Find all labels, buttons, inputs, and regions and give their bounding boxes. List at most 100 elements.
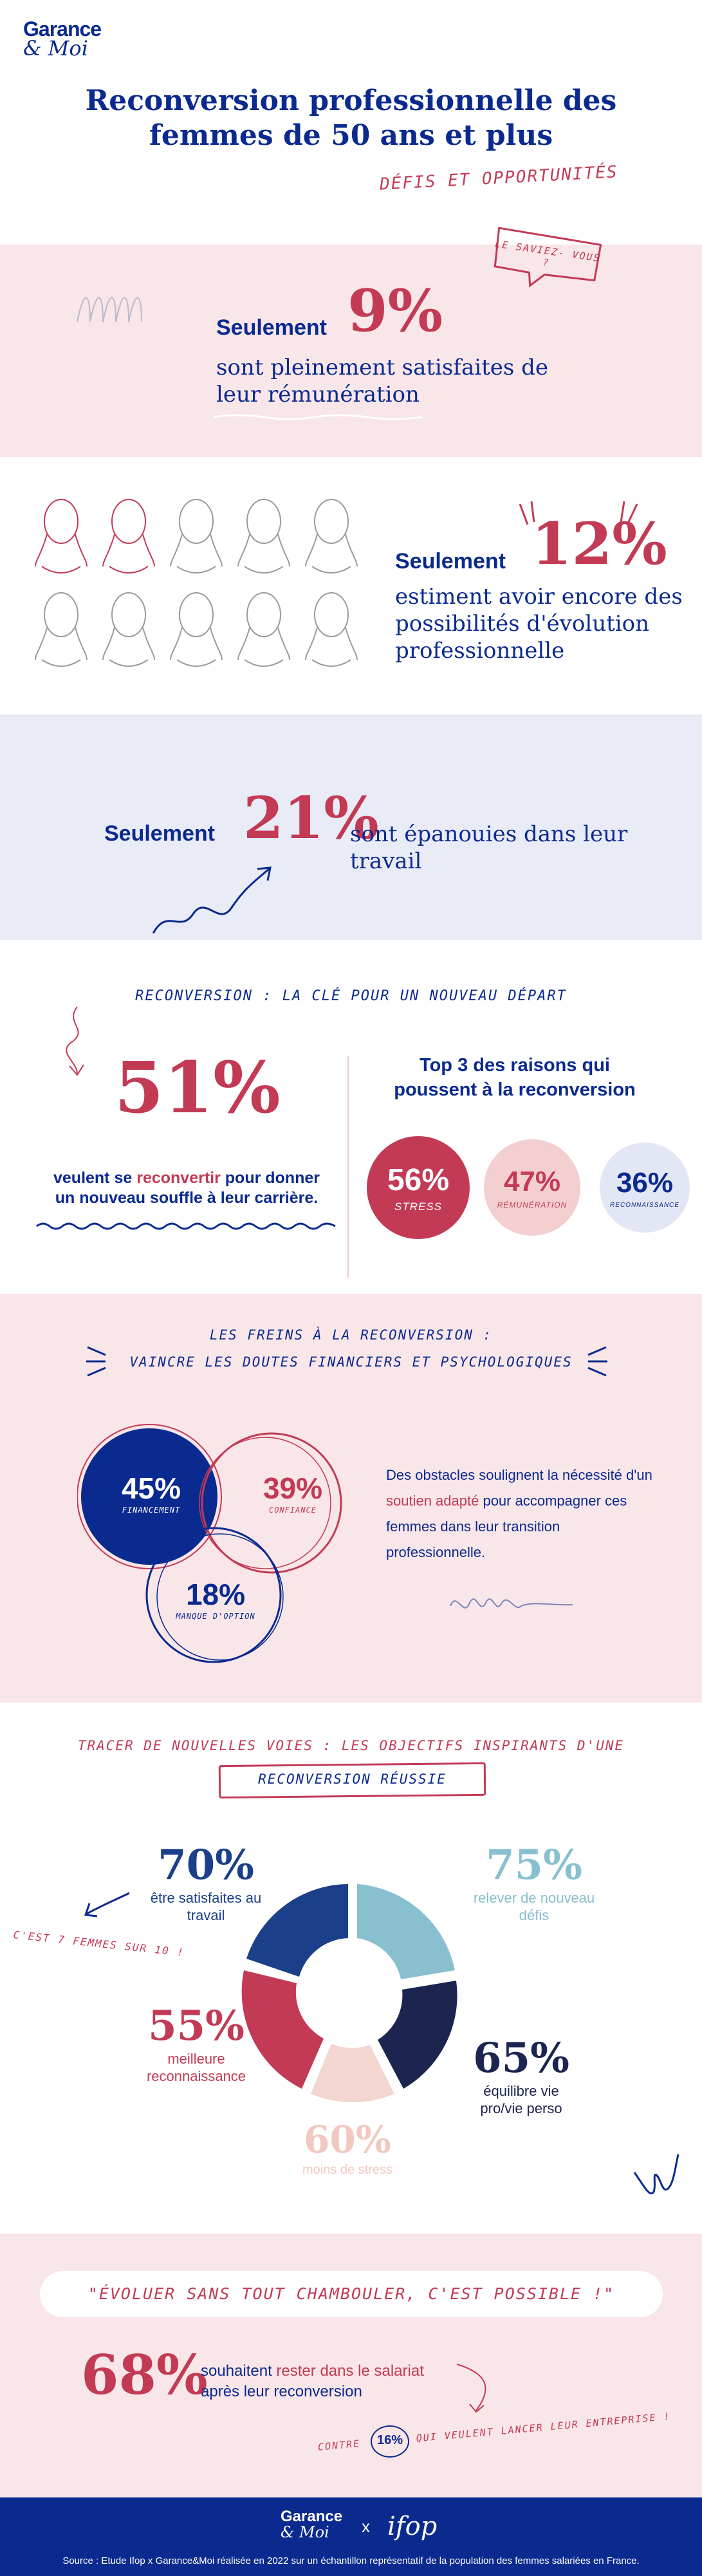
reason-stress-circle: 56% STRESS bbox=[367, 1136, 470, 1239]
top3-heading-line1: Top 3 des raisons qui bbox=[420, 1055, 610, 1076]
objectifs-heading-line2: RECONVERSION RÉUSSIE bbox=[258, 1771, 447, 1787]
donut-segment-55 bbox=[241, 1970, 324, 2089]
woman-figure bbox=[35, 499, 88, 574]
venn-financement: 45% FINANCEMENT bbox=[103, 1471, 199, 1515]
stat1-text-line2: leur rémunération bbox=[216, 382, 420, 407]
goal-value: 65% bbox=[473, 2034, 569, 2082]
reason-value: 56% bbox=[387, 1162, 450, 1197]
arrow-up-icon bbox=[152, 866, 272, 934]
quote-text: "ÉVOLUER SANS TOUT CHAMBOULER, C'EST POS… bbox=[88, 2284, 615, 2303]
footer-partner: ifop bbox=[387, 2512, 438, 2541]
goal-60: 60% moins de stress bbox=[283, 2118, 412, 2179]
women-illustration bbox=[35, 499, 358, 667]
goal-value: 75% bbox=[486, 1841, 582, 1889]
donut-segment-65 bbox=[378, 1981, 457, 2089]
page-title: Reconversion professionnelle des femmes … bbox=[0, 84, 702, 153]
woman-figure bbox=[170, 499, 223, 574]
reason-label: RÉMUNÉRATION bbox=[497, 1200, 568, 1209]
stat3-text: sont épanouies dans leur travail bbox=[350, 821, 628, 874]
objectifs-note: C'EST 7 FEMMES SUR 10 ! bbox=[12, 1928, 185, 1959]
salariat-text: souhaitent rester dans le salariat après… bbox=[201, 2361, 424, 2402]
stat3-band bbox=[0, 714, 702, 940]
emphasis-marks-left bbox=[86, 1346, 106, 1377]
stat1-prefix: Seulement bbox=[216, 315, 327, 340]
reconversion-text-line2: un nouveau souffle à leur carrière. bbox=[55, 1189, 319, 1207]
stat3-prefix: Seulement bbox=[104, 821, 215, 846]
goal-label: équilibre vie pro/vie perso bbox=[480, 2083, 562, 2116]
contre-value-circle bbox=[371, 2425, 409, 2458]
footer-logo-line1: Garance bbox=[281, 2508, 343, 2525]
venn-manque-option: 18% MANQUE D'OPTION bbox=[161, 1577, 270, 1621]
title-line1: Reconversion professionnelle des bbox=[85, 84, 617, 117]
woman-figure bbox=[237, 499, 290, 574]
reason-value: 36% bbox=[616, 1166, 674, 1199]
venn-confiance: 39% CONFIANCE bbox=[245, 1471, 341, 1515]
footer-source: Source : Etude Ifop x Garance&Moi réalis… bbox=[62, 2555, 640, 2566]
freins-text-line3: femmes dans leur transition bbox=[386, 1518, 560, 1535]
salariat-value: 68% bbox=[81, 2343, 208, 2407]
quote-box bbox=[40, 2271, 663, 2317]
stat1-text-line1: sont pleinement satisfaites de bbox=[216, 355, 549, 380]
logo: Garance & Moi bbox=[23, 17, 102, 61]
stat2-text: estiment avoir encore des possibilités d… bbox=[395, 583, 683, 664]
logo-line1: Garance bbox=[23, 17, 102, 41]
freins-heading-line2: VAINCRE LES DOUTES FINANCIERS ET PSYCHOL… bbox=[129, 1354, 573, 1370]
reconversion-text-line1: veulent se reconvertir pour donner bbox=[53, 1169, 320, 1187]
stat1-value: 9% bbox=[347, 277, 443, 345]
goal-value: 70% bbox=[158, 1841, 254, 1889]
goal-value: 60% bbox=[304, 2118, 391, 2161]
arrow-down-left-icon bbox=[456, 2364, 486, 2413]
woman-figure bbox=[237, 592, 290, 667]
venn-outlines bbox=[77, 1424, 342, 1663]
woman-figure bbox=[35, 592, 88, 667]
stat3-value: 21% bbox=[243, 784, 379, 852]
goal-label: être satisfaites au travail bbox=[150, 1890, 262, 1923]
venn-label: MANQUE D'OPTION bbox=[176, 1612, 255, 1621]
goal-70: 70% être satisfaites au travail bbox=[135, 1841, 277, 1924]
footer-band bbox=[0, 2497, 702, 2576]
venn-label: FINANCEMENT bbox=[122, 1506, 181, 1515]
contre-value: 16% bbox=[376, 2433, 403, 2447]
venn-value: 18% bbox=[185, 1578, 246, 1611]
arrow-down-icon bbox=[66, 1006, 84, 1076]
soutien-highlight: soutien adapté bbox=[386, 1493, 479, 1509]
salariat-text-line2: après leur reconversion bbox=[201, 2383, 362, 2400]
stat1-text: sont pleinement satisfaites de leur rému… bbox=[216, 354, 548, 408]
top3-heading-line2: poussent à la reconversion bbox=[394, 1079, 636, 1100]
freins-heading-line1: LES FREINS À LA RECONVERSION : bbox=[209, 1327, 493, 1343]
goal-label: relever de nouveau défis bbox=[473, 1890, 595, 1923]
venn-value: 39% bbox=[263, 1471, 323, 1505]
underline-decoration bbox=[213, 414, 423, 420]
reason-label: STRESS bbox=[394, 1200, 443, 1213]
freins-text: Des obstacles soulignent la nécessité d'… bbox=[386, 1462, 688, 1565]
saviez-vous-bubble: LE SAVIEZ- VOUS ? bbox=[486, 221, 609, 294]
arrow-left-icon bbox=[84, 1892, 130, 1918]
goal-label: meilleure reconnaissance bbox=[146, 2051, 246, 2084]
goal-value: 55% bbox=[148, 2002, 245, 2050]
vertical-divider bbox=[347, 1056, 349, 1278]
footer-logo-line2: & Moi bbox=[281, 2523, 329, 2541]
title-line2: femmes de 50 ans et plus bbox=[149, 119, 553, 152]
woman-figure bbox=[102, 592, 155, 667]
footer-cross: x bbox=[362, 2517, 370, 2536]
donut-segment-60 bbox=[311, 2044, 394, 2103]
goal-55: 55% meilleure reconnaissance bbox=[125, 2002, 267, 2085]
top3-heading: Top 3 des raisons qui poussent à la reco… bbox=[360, 1053, 669, 1102]
stat2-value: 12% bbox=[531, 510, 667, 578]
reconversion-text: veulent se reconvertir pour donner un no… bbox=[39, 1168, 335, 1208]
woman-figure bbox=[305, 592, 358, 667]
goal-65: 65% équilibre vie pro/vie perso bbox=[454, 2034, 589, 2117]
logo-line2: & Moi bbox=[23, 36, 88, 61]
wavy-underline bbox=[36, 1222, 336, 1230]
donut-segment-70 bbox=[246, 1884, 348, 1977]
goal-label: moins de stress bbox=[302, 2163, 393, 2177]
stat2-text-line3: professionnelle bbox=[395, 638, 565, 664]
scribble-decoration bbox=[77, 297, 142, 322]
salariat-text-line1: souhaitent rester dans le salariat bbox=[201, 2362, 424, 2380]
goal-75: 75% relever de nouveau défis bbox=[463, 1841, 605, 1924]
reason-value: 47% bbox=[503, 1166, 561, 1197]
emphasis-marks-right bbox=[587, 1346, 607, 1377]
venn-label: CONFIANCE bbox=[268, 1506, 317, 1515]
venn-value: 45% bbox=[121, 1471, 181, 1505]
subtitle: DÉFIS ET OPPORTUNITÉS bbox=[379, 162, 619, 194]
